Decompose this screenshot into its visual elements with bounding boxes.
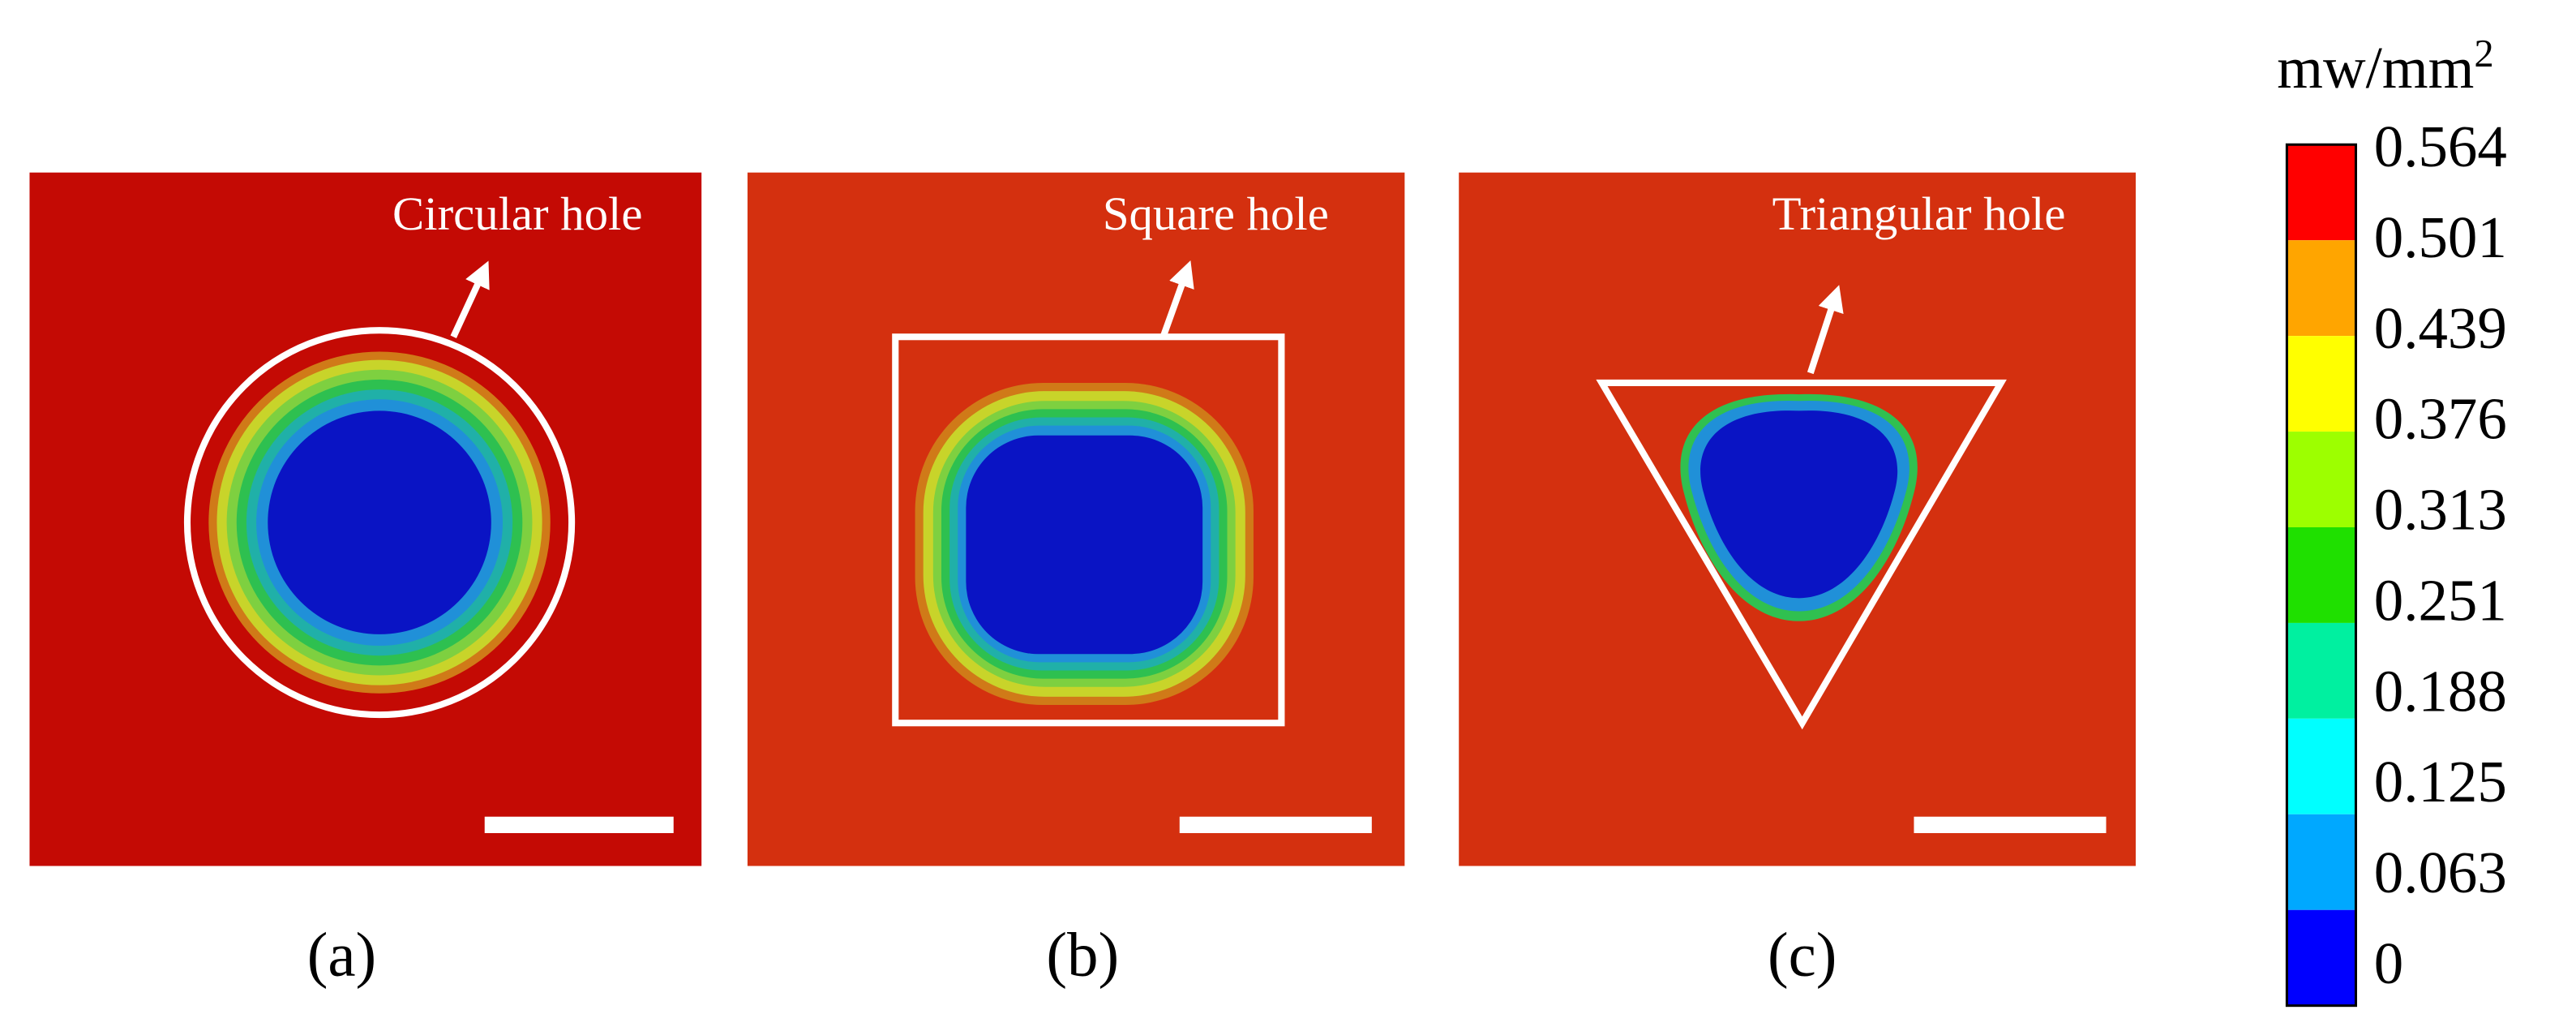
arrow bbox=[1807, 285, 1844, 375]
panel-label: Triangular hole bbox=[1772, 187, 2066, 240]
scale-bar bbox=[484, 816, 674, 833]
colorbar-band bbox=[2287, 526, 2356, 623]
colorbar-band bbox=[2287, 814, 2356, 910]
colorbar-tick-label: 0.188 bbox=[2374, 658, 2507, 724]
colorbar-unit: mw/mm2 bbox=[2277, 32, 2493, 101]
panel-a: Circular hole (a) bbox=[29, 172, 702, 990]
scale-bar bbox=[1179, 816, 1372, 833]
panel-caption: (c) bbox=[1768, 920, 1837, 990]
panel-b: Square hole (b) bbox=[747, 172, 1405, 990]
colorbar-tick-label: 0.313 bbox=[2374, 477, 2507, 543]
hole-outline bbox=[183, 327, 576, 719]
colorbar-tick-label: 0.251 bbox=[2374, 567, 2507, 633]
arrow bbox=[450, 260, 490, 338]
contour bbox=[1700, 410, 1898, 599]
colorbar-band bbox=[2287, 336, 2356, 432]
colorbar-band bbox=[2287, 432, 2356, 527]
hole-outline bbox=[1596, 379, 2007, 730]
panel-caption: (b) bbox=[1046, 920, 1119, 990]
colorbar-tick-label: 0.564 bbox=[2374, 114, 2507, 179]
colorbar-tick-label: 0.063 bbox=[2374, 840, 2507, 905]
colorbar-tick-label: 0.376 bbox=[2374, 386, 2507, 452]
colorbar-band bbox=[2287, 718, 2356, 814]
panel-label: Square hole bbox=[1103, 187, 1329, 240]
colorbar-frame bbox=[2285, 143, 2358, 1008]
colorbar-tick-label: 0 bbox=[2374, 930, 2403, 996]
colorbar-band bbox=[2287, 622, 2356, 719]
unit-exponent: 2 bbox=[2474, 32, 2493, 75]
contour bbox=[966, 435, 1203, 655]
panel-c: Triangular hole (c) bbox=[1459, 172, 2136, 990]
colorbar-band bbox=[2287, 240, 2356, 337]
panel-label: Circular hole bbox=[392, 187, 642, 240]
colorbar-band bbox=[2287, 909, 2356, 1006]
colorbar-band bbox=[2287, 144, 2356, 241]
arrow bbox=[1159, 260, 1194, 338]
colorbar: mw/mm2 0.564 0.501 0.439 0.376 0.313 0.251 0.1… bbox=[2277, 32, 2507, 1008]
hole-outline bbox=[892, 333, 1285, 727]
contour bbox=[268, 410, 491, 634]
colorbar-tick-label: 0.501 bbox=[2374, 204, 2507, 270]
panel-caption: (a) bbox=[307, 920, 376, 990]
colorbar-tick-label: 0.125 bbox=[2374, 749, 2507, 814]
unit-base: mw/mm bbox=[2277, 35, 2474, 101]
scale-bar bbox=[1914, 816, 2107, 833]
colorbar-tick-label: 0.439 bbox=[2374, 295, 2507, 361]
